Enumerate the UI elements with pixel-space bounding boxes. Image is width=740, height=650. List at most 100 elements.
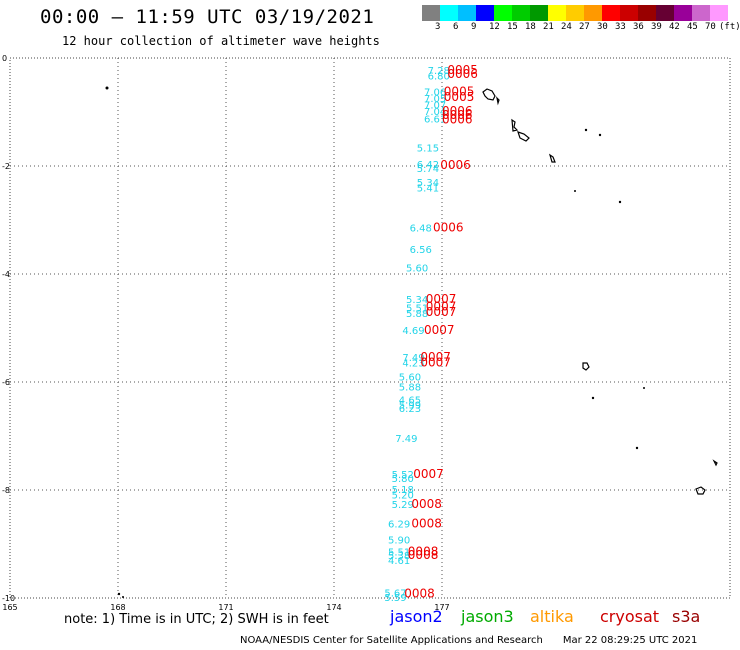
- wave-height-label: 6.23: [399, 404, 421, 415]
- colorbar-swatch: [566, 5, 584, 21]
- colorbar-label: 45: [687, 22, 698, 32]
- wave-height-label: 5.20: [392, 490, 414, 501]
- longitude-tick-label: 165: [2, 603, 17, 612]
- pass-id-label: 0005: [444, 84, 475, 98]
- pass-id-label: 0007: [426, 305, 457, 319]
- latitude-tick-label: -4: [2, 270, 10, 279]
- wave-height-label: 5.99: [399, 401, 421, 412]
- pass-id-label: 0007: [413, 467, 444, 481]
- map-title: 00:00 – 11:59 UTC 03/19/2021: [40, 6, 375, 28]
- colorbar-label: 12: [489, 22, 500, 32]
- wave-height-label: 4.23: [402, 359, 424, 370]
- pass-id-label: 0007: [426, 292, 457, 306]
- wave-height-label: 6.56: [410, 245, 432, 256]
- wave-height-label: 4.61: [388, 556, 410, 567]
- island-dot: [618, 200, 622, 204]
- wave-height-label: 5.34: [417, 178, 439, 189]
- wave-height-label: 7.05: [424, 94, 446, 105]
- colorbar-label: 9: [471, 22, 477, 32]
- island-outline: [548, 153, 556, 163]
- pass-id-label: 0008: [411, 516, 442, 530]
- wave-height-label: 5.34: [406, 295, 428, 306]
- wave-height-label: 5.52: [392, 470, 414, 481]
- satellite-jason2-label: jason2: [390, 607, 443, 626]
- colorbar-swatch: [620, 5, 638, 21]
- wave-height-label: 5.29: [392, 500, 414, 511]
- island-dot: [584, 128, 588, 132]
- latitude-tick-label: 0: [2, 54, 7, 63]
- wave-height-label: 6.42: [417, 160, 439, 171]
- colorbar-label: 70: [705, 22, 716, 32]
- colorbar-swatch: [584, 5, 602, 21]
- pass-id-label: 0005: [447, 63, 478, 77]
- wave-height-label: 5.80: [392, 474, 414, 485]
- wave-height-label: 6.29: [388, 519, 410, 530]
- longitude-tick-label: 168: [110, 603, 125, 612]
- colorbar-swatch: [458, 5, 476, 21]
- colorbar-label: 18: [525, 22, 536, 32]
- colorbar-label: (ft): [719, 22, 740, 32]
- wave-height-label: 6.48: [410, 224, 432, 235]
- colorbar-swatch: [710, 5, 728, 21]
- island-dot: [643, 387, 645, 389]
- credit-line: NOAA/NESDIS Center for Satellite Applica…: [240, 635, 697, 646]
- satellite-jason3-label: jason3: [461, 607, 514, 626]
- pass-id-label: 0006: [433, 221, 464, 235]
- pass-id-label: 0007: [424, 323, 455, 337]
- island-outline: [496, 96, 500, 106]
- pass-id-label: 0006: [442, 104, 473, 118]
- colorbar-label: 21: [543, 22, 554, 32]
- island-dot: [105, 86, 109, 90]
- colorbar-label: 15: [507, 22, 518, 32]
- colorbar-swatch: [512, 5, 530, 21]
- pass-id-label: 0008: [408, 545, 439, 559]
- wave-height-label: 6.80: [428, 71, 450, 82]
- wave-height-label: 5.90: [388, 536, 410, 547]
- units-note: note: 1) Time is in UTC; 2) SWH is in fe…: [64, 612, 329, 627]
- generated-timestamp: Mar 22 08:29:25 UTC 2021: [562, 635, 698, 646]
- pass-id-label: 0005: [444, 90, 475, 104]
- map-subtitle: 12 hour collection of altimeter wave hei…: [62, 34, 380, 48]
- wave-height-label: 5.74: [417, 164, 439, 175]
- longitude-tick-label: 177: [434, 603, 449, 612]
- pass-id-label: 0006: [447, 67, 478, 81]
- island-outline: [582, 362, 590, 371]
- island-dot: [122, 596, 124, 598]
- wave-height-label: 6.61: [424, 114, 446, 125]
- colorbar-swatch: [422, 5, 440, 21]
- pass-id-label: 0006: [440, 158, 471, 172]
- island-outline: [712, 459, 718, 467]
- island-outline: [517, 131, 530, 142]
- colorbar-swatch: [494, 5, 512, 21]
- pass-id-label: 0007: [420, 350, 451, 364]
- colorbar-swatch: [674, 5, 692, 21]
- wave-height-label: 7.04: [424, 107, 446, 118]
- colorbar-swatch: [476, 5, 494, 21]
- island-outline: [511, 118, 519, 132]
- colorbar-swatch: [638, 5, 656, 21]
- pass-id-label: 0008: [411, 497, 442, 511]
- wave-height-label: 5.38: [388, 551, 410, 562]
- latitude-tick-label: -6: [2, 378, 10, 387]
- colorbar-label: 27: [579, 22, 590, 32]
- credit-text: NOAA/NESDIS Center for Satellite Applica…: [240, 635, 543, 646]
- colorbar-swatch: [656, 5, 674, 21]
- island-dot: [635, 446, 639, 450]
- wave-height-label: 5.88: [406, 309, 428, 320]
- island-outline: [482, 88, 496, 101]
- wave-height-label: 7.49: [402, 353, 424, 364]
- pass-id-label: 0007: [426, 299, 457, 313]
- island-dot: [117, 592, 121, 596]
- colorbar-swatch: [548, 5, 566, 21]
- map-frame: [9, 57, 731, 599]
- wave-height-label: 5.51: [406, 303, 428, 314]
- wave-height-label: 5.59: [384, 593, 406, 604]
- latitude-tick-label: -2: [2, 162, 10, 171]
- satellite-altika-label: altika: [530, 607, 574, 626]
- colorbar-swatch: [440, 5, 458, 21]
- small-islands: [105, 86, 645, 598]
- colorbar-swatch: [602, 5, 620, 21]
- map-grid: [10, 58, 730, 598]
- colorbar-labels: 3 6 9 12 15 18 21 24 27 30 33 36 39 42 45 70 (ft): [422, 22, 740, 34]
